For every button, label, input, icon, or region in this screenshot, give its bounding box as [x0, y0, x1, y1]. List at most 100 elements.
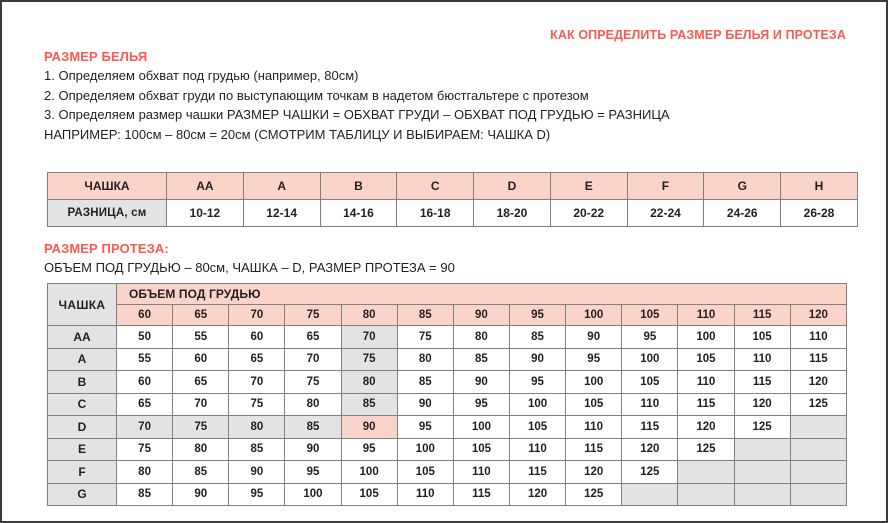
- table-row: E 75 80 85 90 95 100 105 110 115 120 125: [47, 437, 848, 461]
- prosthesis-size-section: РАЗМЕР ПРОТЕЗА: ОБЪЕМ ПОД ГРУДЬЮ – 80см,…: [44, 239, 844, 278]
- size-table-cell-b-105: 105: [621, 370, 679, 394]
- cup-table-difference-c: 16-18: [396, 199, 475, 227]
- size-table-row-label-g: G: [47, 482, 117, 506]
- size-table-row-label-e: E: [47, 437, 117, 461]
- size-table-cell-d-115: 125: [733, 415, 791, 439]
- size-table-cell-g-85: 110: [396, 482, 454, 506]
- cup-table-difference-a: 12-14: [242, 199, 321, 227]
- size-table-cell-e-60: 75: [115, 437, 174, 461]
- size-table-cell-c-65: 70: [172, 392, 230, 416]
- size-table-cell-c-110: 115: [677, 392, 735, 416]
- size-table-cell-d-65: 75: [172, 415, 230, 439]
- size-table-cell-e-75: 90: [284, 437, 342, 461]
- size-table-cell-c-90: 95: [452, 392, 510, 416]
- size-table-cell-b-110: 110: [677, 370, 735, 394]
- size-table-column-header-90: 90: [452, 304, 510, 326]
- size-table-cell-g-110: [677, 482, 735, 506]
- lingerie-step-2: 2. Определяем обхват груди по выступающи…: [44, 87, 589, 103]
- size-table-cell-b-120: 120: [789, 370, 848, 394]
- cup-table-difference-aa: 10-12: [166, 199, 244, 227]
- size-table-column-header-60: 60: [115, 304, 174, 326]
- size-table-cell-c-105: 110: [621, 392, 679, 416]
- size-table-cell-d-75: 85: [284, 415, 342, 439]
- size-table-cell-c-85: 90: [396, 392, 454, 416]
- size-table-cell-aa-75: 65: [284, 325, 342, 349]
- size-table-cell-g-115: [733, 482, 791, 506]
- size-table-cell-c-115: 120: [733, 392, 791, 416]
- cup-table-cup-b: B: [319, 172, 398, 200]
- size-table-cell-f-115: [733, 460, 791, 484]
- size-table-cell-g-105: [621, 482, 679, 506]
- size-table-cell-a-70: 65: [228, 347, 286, 371]
- size-table-cell-aa-105: 95: [621, 325, 679, 349]
- table-row: A 55 60 65 70 75 80 85 90 95 100 105 110 115: [47, 347, 848, 371]
- size-table-band-title: ОБЪЕМ ПОД ГРУДЬЮ: [116, 283, 847, 305]
- size-table-cell-g-95: 120: [508, 482, 567, 506]
- size-table-cell-f-90: 110: [452, 460, 510, 484]
- lingerie-section-heading: РАЗМЕР БЕЛЬЯ: [44, 49, 148, 64]
- size-table-cell-e-120: [789, 437, 848, 461]
- size-table-cell-g-100: 125: [565, 482, 623, 506]
- size-table-cell-g-120: [789, 482, 848, 506]
- size-table-cell-b-115: 115: [733, 370, 791, 394]
- prosthesis-example: ОБЪЕМ ПОД ГРУДЬЮ – 80см, ЧАШКА – D, РАЗМ…: [44, 260, 455, 275]
- size-table-column-header-75: 75: [284, 304, 342, 326]
- cup-table-row-header-difference: РАЗНИЦА, см: [47, 199, 167, 227]
- size-table-cell-e-105: 120: [621, 437, 679, 461]
- size-table-cell-a-60: 55: [115, 347, 174, 371]
- size-table-cell-d-60: 70: [115, 415, 174, 439]
- cup-table-cup-f: F: [626, 172, 705, 200]
- cup-table-difference-b: 14-16: [319, 199, 398, 227]
- size-table-cell-a-105: 100: [621, 347, 679, 371]
- cup-table-cup-a: A: [242, 172, 321, 200]
- lingerie-step-3: 3. Определяем размер чашки РАЗМЕР ЧАШКИ …: [44, 107, 670, 122]
- cup-table-difference-f: 22-24: [626, 199, 705, 227]
- size-table-column-header-95: 95: [508, 304, 567, 326]
- size-table-cell-f-70: 90: [228, 460, 286, 484]
- size-table-cell-b-65: 65: [172, 370, 230, 394]
- table-row: D 70 75 80 85 90 95 100 105 110 115 120 125: [47, 415, 848, 439]
- size-table-cell-b-75: 75: [284, 370, 342, 394]
- size-table-cell-f-75: 95: [284, 460, 342, 484]
- size-table-cell-d-100: 110: [565, 415, 623, 439]
- size-table-cell-b-100: 100: [565, 370, 623, 394]
- size-table-cell-f-60: 80: [115, 460, 174, 484]
- size-table-cell-e-85: 100: [396, 437, 454, 461]
- size-table-column-header-65: 65: [172, 304, 230, 326]
- size-table-cell-c-95: 100: [508, 392, 567, 416]
- size-table-cell-a-110: 105: [677, 347, 735, 371]
- size-table-cell-aa-65: 55: [172, 325, 230, 349]
- cup-difference-table: ЧАШКА AA A B C D E F G H РАЗНИЦА, см 10-12 12-14 1…: [47, 172, 858, 227]
- size-table-column-header-115: 115: [733, 304, 791, 326]
- size-table-cell-aa-80: 70: [340, 325, 398, 349]
- size-table-cell-aa-120: 110: [789, 325, 848, 349]
- size-table-cell-e-115: [733, 437, 791, 461]
- size-table-cell-e-95: 110: [508, 437, 567, 461]
- cup-table-cup-e: E: [549, 172, 628, 200]
- size-table-cell-aa-70: 60: [228, 325, 286, 349]
- size-table-cell-c-120: 125: [789, 392, 848, 416]
- size-table-cell-d-120: [789, 415, 848, 439]
- size-table-cell-aa-115: 105: [733, 325, 791, 349]
- size-table-cell-d-80: 90: [340, 415, 398, 439]
- table-row: 60 65 70 75 80 85 90 95 100 105 110 115 120: [48, 304, 848, 326]
- size-table-cell-a-115: 110: [733, 347, 791, 371]
- size-table-cell-a-65: 60: [172, 347, 230, 371]
- size-table-cell-e-100: 115: [565, 437, 623, 461]
- size-table-cell-d-105: 115: [621, 415, 679, 439]
- size-table-cell-aa-85: 75: [396, 325, 454, 349]
- size-table-cell-f-65: 85: [172, 460, 230, 484]
- size-table-cell-c-80: 85: [340, 392, 398, 416]
- table-row: C 65 70 75 80 85 90 95 100 105 110 115 120 125: [47, 392, 848, 416]
- table-row: AA 50 55 60 65 70 75 80 85 90 95 100 105 110: [47, 325, 848, 349]
- size-table-cell-b-70: 70: [228, 370, 286, 394]
- size-table-cell-c-60: 65: [115, 392, 174, 416]
- size-table-row-label-a: A: [47, 347, 117, 371]
- size-table-cell-aa-90: 80: [452, 325, 510, 349]
- size-table-cell-aa-95: 85: [508, 325, 567, 349]
- lingerie-step-1: 1. Определяем обхват под грудью (наприме…: [44, 68, 359, 83]
- size-table-cell-d-90: 100: [452, 415, 510, 439]
- size-table-cell-aa-110: 100: [677, 325, 735, 349]
- size-table-corner-label: ЧАШКА: [47, 283, 117, 326]
